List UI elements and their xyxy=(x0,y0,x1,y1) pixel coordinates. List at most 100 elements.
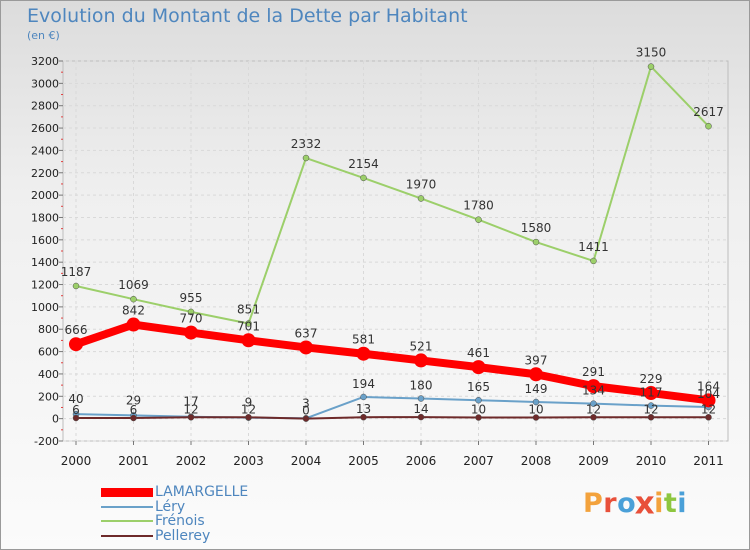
data-label: 3150 xyxy=(636,46,667,60)
logo-letter: x xyxy=(634,485,656,522)
data-label: 1069 xyxy=(118,278,149,292)
legend-swatch xyxy=(101,520,153,523)
chart-title: Evolution du Montant de la Dette par Hab… xyxy=(27,5,468,27)
legend-item: Léry xyxy=(101,500,248,515)
data-label: 461 xyxy=(467,346,490,360)
y-tick-label: 2800 xyxy=(31,100,59,113)
data-label: 149 xyxy=(525,382,548,396)
data-point xyxy=(590,257,597,265)
data-label: 701 xyxy=(237,319,260,333)
data-point xyxy=(187,308,195,316)
data-label: 1780 xyxy=(463,199,494,213)
data-point xyxy=(360,174,367,182)
data-label: 10 xyxy=(528,403,543,417)
data-label: 397 xyxy=(525,353,548,367)
data-point xyxy=(529,367,543,382)
y-tick-label: 400 xyxy=(38,368,59,381)
legend-item: LAMARGELLE xyxy=(101,485,248,500)
data-label: 3 xyxy=(302,396,310,410)
x-tick-label: 2009 xyxy=(578,454,609,468)
x-tick-label: 2011 xyxy=(693,454,724,468)
data-point xyxy=(532,398,540,406)
data-label: 851 xyxy=(237,303,260,317)
data-label: 1187 xyxy=(61,265,92,279)
data-point xyxy=(126,317,141,332)
data-label: 29 xyxy=(126,393,141,407)
proxiti-logo: Proxiti xyxy=(583,485,688,522)
plot-area xyxy=(62,60,729,442)
data-label: 581 xyxy=(352,333,375,347)
x-tick-label: 2004 xyxy=(291,454,322,468)
data-point xyxy=(130,414,137,422)
data-point xyxy=(705,122,712,130)
data-label: 134 xyxy=(582,384,605,398)
data-label: 2332 xyxy=(291,137,322,151)
data-label: 637 xyxy=(295,326,318,340)
data-label: 6 xyxy=(130,403,138,417)
data-label: 104 xyxy=(697,387,720,401)
chart-legend: LAMARGELLE Léry Frénois Pellerey xyxy=(101,485,248,543)
x-tick-label: 2002 xyxy=(176,454,207,468)
x-tick-label: 2010 xyxy=(636,454,667,468)
data-label: 1580 xyxy=(521,221,552,235)
data-label: 10 xyxy=(471,403,486,417)
data-label: 2617 xyxy=(693,105,724,119)
legend-label: Pellerey xyxy=(155,527,211,544)
data-point xyxy=(647,402,655,409)
data-point xyxy=(471,360,486,375)
data-point xyxy=(644,386,658,401)
data-label: 955 xyxy=(180,291,203,305)
data-label: 12 xyxy=(183,402,198,416)
y-tick-label: 2000 xyxy=(31,189,59,202)
data-label: 12 xyxy=(643,402,658,416)
y-tick-label: 1200 xyxy=(31,279,59,292)
logo-letter: o xyxy=(617,488,637,519)
legend-swatch xyxy=(101,534,153,537)
data-label: 0 xyxy=(302,404,310,418)
data-label: 14 xyxy=(413,402,428,416)
data-point xyxy=(586,379,601,394)
series-line xyxy=(72,320,713,405)
data-label: 180 xyxy=(410,379,433,393)
data-point xyxy=(245,320,252,327)
y-tick-label: 1400 xyxy=(31,256,59,269)
data-label: 291 xyxy=(582,365,605,379)
data-point xyxy=(417,413,425,421)
data-point xyxy=(475,414,482,421)
data-point xyxy=(302,154,310,162)
data-point xyxy=(72,414,80,422)
logo-letter: t xyxy=(663,488,678,519)
data-point xyxy=(360,413,367,421)
data-point xyxy=(241,333,256,348)
data-label: 770 xyxy=(180,312,203,326)
data-point xyxy=(299,340,313,355)
y-tick-label: 1600 xyxy=(31,234,59,247)
y-tick-label: 3200 xyxy=(31,55,59,68)
y-tick-label: 2400 xyxy=(31,144,59,157)
series-line xyxy=(75,416,710,420)
legend-swatch xyxy=(101,487,153,497)
data-point xyxy=(187,414,195,421)
data-label: 12 xyxy=(241,402,256,416)
data-point xyxy=(701,393,716,408)
data-point xyxy=(184,325,198,340)
logo-letter: r xyxy=(603,488,618,519)
data-label: 194 xyxy=(352,377,375,391)
y-tick-label: 600 xyxy=(38,346,59,359)
y-tick-label: 2200 xyxy=(31,167,59,180)
data-label: 165 xyxy=(467,380,490,394)
data-point xyxy=(130,295,137,303)
data-point xyxy=(475,216,482,223)
data-label: 12 xyxy=(701,402,716,416)
data-point xyxy=(705,414,712,421)
x-tick-label: 2006 xyxy=(406,454,437,468)
data-point xyxy=(302,415,310,422)
x-tick-label: 2005 xyxy=(348,454,379,468)
data-label: 164 xyxy=(697,379,720,393)
data-point xyxy=(647,414,655,421)
logo-letter: i xyxy=(677,488,688,519)
legend-label: Léry xyxy=(155,498,186,515)
logo-letter: i xyxy=(654,488,664,519)
data-point xyxy=(590,400,597,407)
